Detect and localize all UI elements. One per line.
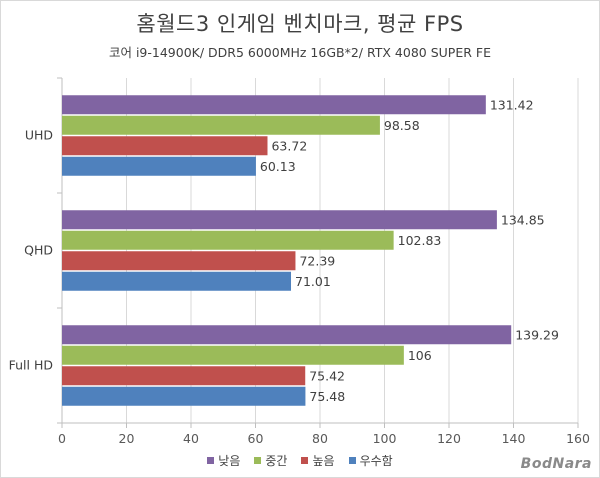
bar <box>62 325 512 345</box>
bar <box>62 95 486 115</box>
x-tick-label: 120 <box>437 431 461 446</box>
data-label: 134.85 <box>501 212 545 227</box>
watermark-logo: BodNara <box>520 456 592 472</box>
data-label: 106 <box>408 348 432 363</box>
x-tick-label: 0 <box>58 431 66 446</box>
bar <box>62 115 380 135</box>
legend-label: 높음 <box>312 454 335 468</box>
legend-label: 중간 <box>265 454 288 468</box>
legend-item: 낮음 <box>207 452 240 469</box>
bar <box>62 271 292 291</box>
x-tick-label: 140 <box>502 431 526 446</box>
data-label: 131.42 <box>490 97 534 112</box>
x-tick-label: 100 <box>373 431 397 446</box>
data-label: 72.39 <box>299 253 335 268</box>
data-label: 75.42 <box>309 368 345 383</box>
data-label: 102.83 <box>398 233 442 248</box>
data-label: 60.13 <box>260 159 296 174</box>
chart-title: 홈월드3 인게임 벤치마크, 평균 FPS <box>136 12 464 36</box>
legend-item: 높음 <box>301 452 335 469</box>
category-label: QHD <box>24 243 53 258</box>
chart-subtitle: 코어 i9-14900K/ DDR5 6000MHz 16GB*2/ RTX 4… <box>108 45 491 60</box>
bar <box>62 156 256 176</box>
data-label: 75.48 <box>309 389 345 404</box>
bar <box>62 136 268 156</box>
bar <box>62 230 394 250</box>
legend-swatch <box>348 457 356 464</box>
data-label: 98.58 <box>384 118 420 133</box>
category-label: Full HD <box>9 358 53 373</box>
legend-item: 중간 <box>254 452 287 469</box>
data-label: 139.29 <box>515 327 559 342</box>
data-label: 71.01 <box>295 274 331 289</box>
bar <box>62 386 306 406</box>
data-label: 63.72 <box>271 138 307 153</box>
bar <box>62 366 306 386</box>
x-tick-label: 40 <box>183 431 199 446</box>
legend-label: 우수함 <box>359 454 393 468</box>
bar <box>62 345 404 365</box>
bar <box>62 251 296 271</box>
legend-swatch <box>254 457 262 464</box>
legend-label: 낮음 <box>218 454 241 468</box>
x-tick-label: 20 <box>119 431 135 446</box>
x-tick-label: 160 <box>566 431 590 446</box>
legend-swatch <box>301 457 309 464</box>
legend: 낮음 중간 높음 우수함 <box>0 452 600 469</box>
bar <box>62 210 497 230</box>
legend-item: 우수함 <box>348 452 393 469</box>
x-tick-label: 80 <box>312 431 328 446</box>
category-label: UHD <box>25 128 53 143</box>
legend-swatch <box>207 457 215 464</box>
x-tick-label: 60 <box>248 431 264 446</box>
